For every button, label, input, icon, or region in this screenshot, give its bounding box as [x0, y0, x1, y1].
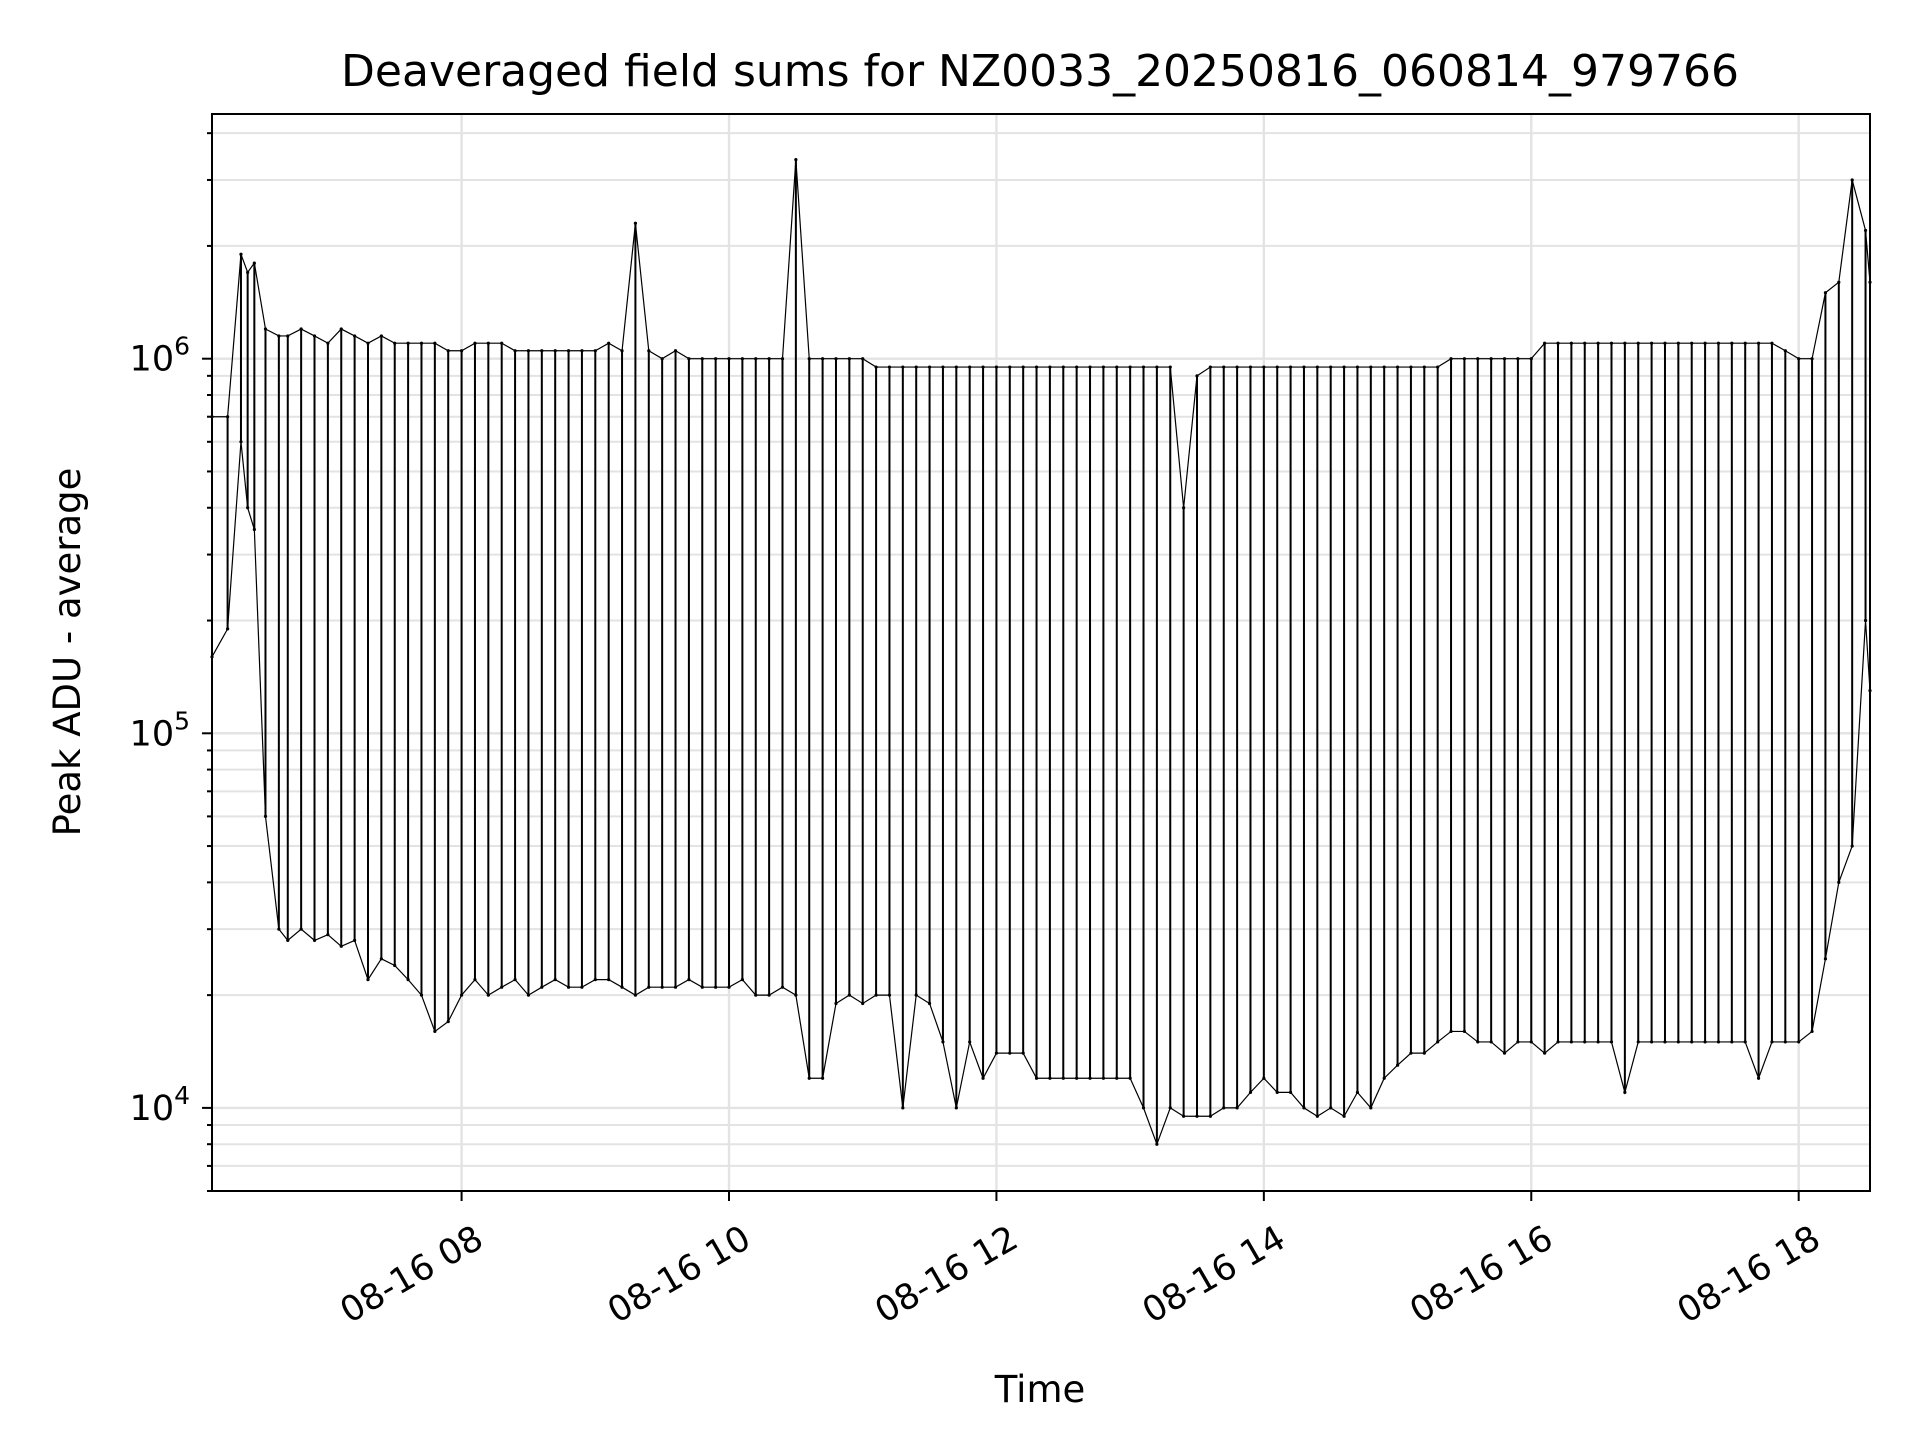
series-max-line	[212, 159, 1871, 508]
x-tick-label: 08-16 16	[1403, 1218, 1559, 1331]
chart-title: Deaveraged field sums for NZ0033_2025081…	[341, 46, 1739, 97]
x-tick-label: 08-16 12	[869, 1218, 1025, 1331]
y-tick-label: 104	[130, 1081, 190, 1129]
y-tick-label-exponent: 4	[174, 1081, 190, 1110]
plot-frame	[211, 113, 1871, 1192]
y-tick-label-base: 10	[130, 1089, 175, 1129]
x-tick-label: 08-16 10	[601, 1218, 757, 1331]
y-tick-label-exponent: 6	[174, 332, 190, 361]
y-axis-label: Peak ADU - average	[46, 468, 89, 837]
x-axis-ticks: 08-16 08 08-16 10 08-16 12 08-16 14 08-16 16…	[334, 1191, 1827, 1332]
x-axis-label: Time	[994, 1368, 1086, 1411]
y-tick-label: 105	[130, 706, 190, 754]
y-tick-label-exponent: 5	[174, 706, 190, 735]
series-min-line	[211, 441, 1871, 1146]
data-series	[210, 158, 1872, 1146]
y-tick-label-base: 10	[130, 714, 175, 754]
y-tick-label-base: 10	[130, 340, 175, 380]
x-tick-label: 08-16 18	[1671, 1218, 1827, 1331]
x-tick-label: 08-16 14	[1136, 1218, 1292, 1331]
x-tick-label: 08-16 08	[334, 1218, 490, 1331]
y-tick-label: 106	[130, 332, 190, 380]
